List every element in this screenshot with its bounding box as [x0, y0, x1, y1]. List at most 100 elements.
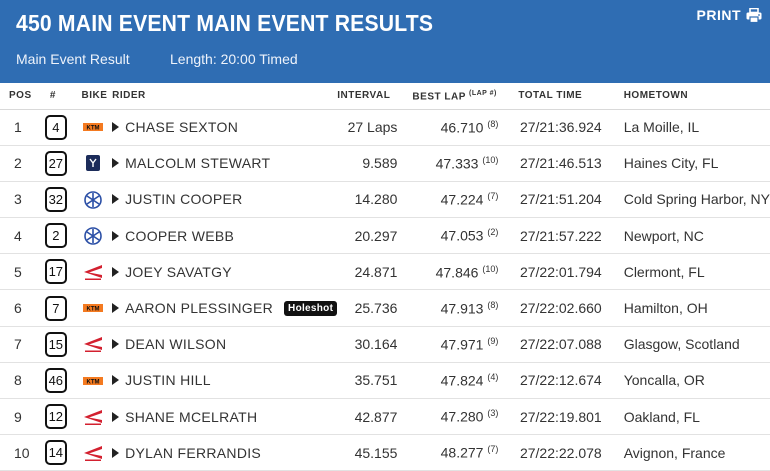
rider-link[interactable]: SHANE MCELRATH: [112, 409, 257, 425]
best-lap-time: 47.824: [440, 372, 484, 389]
expand-arrow-icon[interactable]: [112, 339, 120, 350]
total-time: 27/21:36.924: [506, 109, 606, 146]
table-row[interactable]: 9 12 SHANE MCELRATH 42.877 47.280 (3) 27/22:1…: [0, 398, 770, 436]
rider-name: CHASE SEXTON: [125, 119, 239, 136]
yamaha-logo-icon: [74, 226, 104, 245]
honda-logo-icon: [74, 444, 104, 461]
table-row[interactable]: 5 17 JOEY SAVATGY 24.871 47.846 (10) 27/22:01…: [0, 253, 770, 291]
rider-link[interactable]: COOPER WEBB: [112, 228, 234, 244]
print-button[interactable]: PRINT: [697, 7, 763, 23]
rider-link[interactable]: JUSTIN COOPER: [112, 191, 242, 207]
best-lap-time: 47.280: [440, 408, 484, 425]
expand-arrow-icon[interactable]: [112, 194, 120, 205]
best-lap: 47.224 (7): [397, 181, 507, 219]
interval: 27 Laps: [337, 109, 398, 146]
table-row[interactable]: 6 7 KTM AARON PLESSINGER Holeshot 25.736 47.91…: [0, 289, 770, 327]
total-time: 27/22:07.088: [506, 326, 606, 363]
best-lap-number: (9): [487, 335, 499, 346]
interval: 20.297: [337, 217, 398, 255]
rider-link[interactable]: CHASE SEXTON: [112, 119, 238, 135]
rider-number: 2: [44, 223, 67, 249]
table-row[interactable]: 4 2 COOPER WEBB 20.297 47.053 (2) 27/21:57.22…: [0, 217, 770, 255]
best-lap-number: (4): [487, 372, 499, 383]
svg-text:KTM: KTM: [86, 126, 99, 132]
lap-number-label: (LAP #): [468, 89, 497, 97]
rider-link[interactable]: JUSTIN HILL: [112, 372, 211, 388]
position: 7: [0, 326, 37, 363]
results-table: POS # BIKE RIDER INTERVAL BEST LAP (LAP …: [0, 83, 770, 471]
total-time: 27/22:01.794: [506, 253, 606, 291]
svg-text:KTM: KTM: [86, 379, 99, 385]
expand-arrow-icon[interactable]: [112, 447, 120, 458]
best-lap-number: (7): [487, 444, 499, 455]
table-row[interactable]: 10 14 DYLAN FERRANDIS 45.155 48.277 (7) 27/22…: [0, 434, 770, 471]
total-time: 27/22:19.801: [506, 398, 606, 436]
position: 8: [0, 362, 37, 400]
expand-arrow-icon[interactable]: [112, 266, 120, 277]
honda-logo-icon: [74, 407, 104, 425]
total-time: 27/22:22.078: [506, 434, 606, 471]
table-row[interactable]: 3 32 JUSTIN COOPER 14.280 47.224 (7) 27/21:51…: [0, 181, 770, 219]
best-lap-time: 47.053: [440, 227, 484, 244]
table-row[interactable]: 1 4 KTM CHASE SEXTON 27 Laps 46.710 (8) 27/21:…: [0, 109, 770, 146]
best-lap-number: (10): [482, 263, 499, 274]
table-row[interactable]: 8 46 KTM JUSTIN HILL 35.751 47.824 (4) 27/22:1…: [0, 362, 770, 400]
expand-arrow-icon[interactable]: [112, 158, 120, 169]
rider-name: SHANE MCELRATH: [125, 408, 258, 425]
interval: 45.155: [337, 434, 398, 471]
expand-arrow-icon[interactable]: [112, 375, 120, 386]
rider-link[interactable]: DYLAN FERRANDIS: [112, 445, 261, 461]
total-time: 27/21:57.222: [506, 217, 606, 255]
rider-number: 4: [44, 114, 67, 140]
best-lap: 47.824 (4): [397, 362, 507, 400]
hometown: Newport, NC: [605, 217, 770, 255]
rider-name: DYLAN FERRANDIS: [125, 444, 262, 461]
results-header: 450 MAIN EVENT MAIN EVENT RESULTS Main E…: [0, 0, 770, 83]
expand-arrow-icon[interactable]: [112, 122, 120, 133]
best-lap: 47.913 (8): [397, 289, 507, 327]
best-lap: 47.280 (3): [397, 398, 507, 436]
rider-number: 46: [44, 367, 67, 393]
table-row[interactable]: 7 15 DEAN WILSON 30.164 47.971 (9) 27/22:07.0…: [0, 326, 770, 363]
expand-arrow-icon[interactable]: [112, 303, 120, 314]
ktm-logo-icon: KTM: [74, 118, 104, 134]
expand-arrow-icon[interactable]: [112, 230, 120, 241]
rider-link[interactable]: AARON PLESSINGER Holeshot: [112, 300, 338, 316]
rider-name: DEAN WILSON: [125, 336, 227, 353]
interval: 35.751: [337, 362, 398, 400]
best-lap: 47.053 (2): [397, 217, 507, 255]
honda-logo-icon: [74, 335, 104, 353]
rider-number: 15: [44, 331, 67, 357]
rider-number: 7: [44, 295, 67, 321]
col-rider[interactable]: RIDER: [112, 83, 338, 110]
husqvarna-logo-icon: [74, 154, 104, 172]
svg-text:KTM: KTM: [86, 307, 99, 313]
col-pos[interactable]: POS: [0, 83, 37, 110]
hometown: Hamilton, OH: [605, 289, 770, 327]
col-best-lap[interactable]: BEST LAP (LAP #): [397, 83, 507, 110]
printer-icon: [746, 7, 762, 23]
best-lap-number: (8): [487, 118, 499, 129]
honda-logo-icon: [74, 263, 104, 280]
total-time: 27/22:12.674: [506, 362, 606, 400]
rider-link[interactable]: DEAN WILSON: [112, 336, 226, 352]
rider-link[interactable]: JOEY SAVATGY: [112, 264, 232, 280]
col-number[interactable]: #: [36, 83, 74, 110]
expand-arrow-icon[interactable]: [112, 411, 120, 422]
col-total-time[interactable]: TOTAL TIME: [506, 83, 606, 110]
rider-name: COOPER WEBB: [125, 227, 235, 244]
col-hometown[interactable]: HOMETOWN: [605, 83, 770, 110]
col-bike[interactable]: BIKE: [73, 83, 113, 110]
best-lap: 48.277 (7): [397, 434, 507, 471]
rider-link[interactable]: MALCOLM STEWART: [112, 155, 270, 171]
rider-number: 32: [44, 186, 67, 212]
table-row[interactable]: 2 27 MALCOLM STEWART 9.589 47.333 (10) 27/21:…: [0, 145, 770, 182]
print-label: PRINT: [696, 7, 741, 23]
interval: 9.589: [337, 145, 398, 182]
ktm-logo-icon: KTM: [74, 371, 104, 387]
best-lap-number: (3): [487, 408, 499, 419]
col-interval[interactable]: INTERVAL: [337, 83, 398, 110]
rider-name: JOEY SAVATGY: [125, 263, 232, 280]
position: 4: [0, 217, 37, 255]
page-title: 450 MAIN EVENT MAIN EVENT RESULTS: [16, 10, 434, 36]
